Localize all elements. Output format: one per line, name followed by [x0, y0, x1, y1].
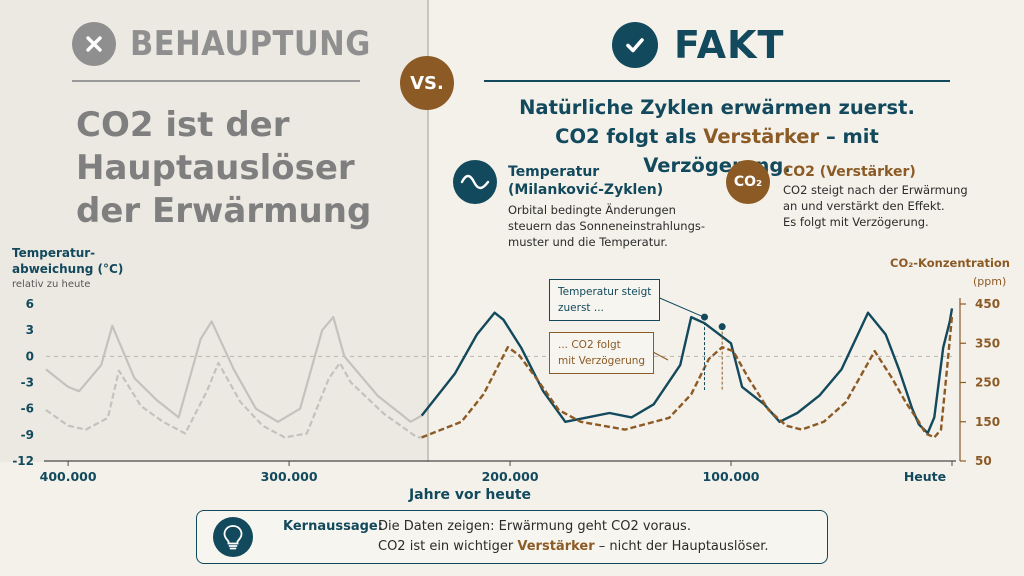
fact-line-2-accent: Verstärker — [703, 125, 820, 148]
key-line-2: CO2 ist ein wichtiger Verstärker – nicht… — [378, 539, 769, 554]
x-tick-label-0: 400.000 — [40, 469, 97, 484]
center-divider — [427, 0, 429, 462]
x-tick-label-3: 100.000 — [703, 469, 760, 484]
co2-desc-line-1: CO2 steigt nach der Erwärmung — [783, 183, 968, 197]
claim-text: CO2 ist der Hauptauslöser der Erwärmung — [76, 105, 372, 231]
fact-line-2-pre: CO2 folgt als — [555, 125, 704, 148]
temperature-desc-line-3: muster und die Temperatur. — [508, 235, 668, 249]
y-right-tick-label-4: 50 — [975, 454, 992, 468]
key-line-2-pre: CO2 ist ein wichtiger — [378, 539, 518, 554]
annotation-temperature-marker — [701, 313, 709, 321]
fact-line-1: Natürliche Zyklen erwärmen zuerst. — [519, 96, 915, 119]
callout-temperature-line-2: zuerst ... — [558, 302, 604, 314]
callout-co2-line-2: mit Verzögerung — [558, 355, 646, 367]
temperature-desc-line-2: steuern das Sonneneinstrahlungs- — [508, 219, 706, 233]
claim-rule — [72, 80, 360, 82]
y-axis-right-title: CO₂-Konzentration — [890, 256, 1010, 270]
callout-co2-line-1: ... CO2 folgt — [558, 339, 621, 351]
x-circle-icon — [72, 22, 116, 66]
annotation-temperature-pointer — [654, 295, 702, 317]
y-right-tick-label-0: 450 — [975, 297, 1000, 311]
series-0-line — [420, 308, 954, 435]
callout-temperature: Temperatur steigt zuerst ... — [549, 279, 661, 321]
temperature-title-line-1: Temperatur — [508, 164, 600, 180]
co2-title: CO2 (Verstärker) — [783, 164, 916, 180]
callout-temperature-line-1: Temperatur steigt — [558, 286, 652, 298]
key-label: Kernaussage: — [283, 519, 383, 534]
co2-desc-line-3: Es folgt mit Verzögerung. — [783, 215, 929, 229]
y-right-tick-label-1: 350 — [975, 336, 1000, 350]
y-axis-left-title-line-2: abweichung (°C) — [12, 262, 124, 276]
check-circle-icon — [612, 22, 658, 68]
vs-badge: VS. — [400, 56, 454, 110]
y-axis-left-title-line-1: Temperatur- — [12, 246, 96, 260]
co2-description: CO2 steigt nach der Erwärmung an und ver… — [783, 182, 968, 230]
temperature-desc-line-1: Orbital bedingte Änderungen — [508, 203, 676, 217]
y-right-tick-label-2: 250 — [975, 376, 1000, 390]
y-axis-right-unit: (ppm) — [973, 275, 1007, 288]
claim-header: BEHAUPTUNG — [72, 22, 398, 66]
lightbulb-icon — [213, 517, 253, 557]
x-tick-label-2: 200.000 — [482, 469, 539, 484]
x-tick-label-1: 300.000 — [261, 469, 318, 484]
fact-rule — [484, 80, 950, 82]
key-line-2-accent: Verstärker — [517, 539, 595, 554]
co2-desc-line-2: an und verstärkt den Effekt. — [783, 199, 945, 213]
temperature-title: Temperatur (Milanković-Zyklen) — [508, 163, 663, 199]
temperature-title-line-2: (Milanković-Zyklen) — [508, 182, 664, 198]
x-tick-label-4: Heute — [904, 469, 946, 484]
claim-label: BEHAUPTUNG — [130, 24, 371, 64]
callout-co2: ... CO2 folgt mit Verzögerung — [549, 332, 655, 374]
series-1-line — [421, 315, 954, 439]
x-axis-title: Jahre vor heute — [408, 487, 532, 503]
fact-statement: Natürliche Zyklen erwärmen zuerst. CO2 f… — [484, 93, 950, 180]
wave-icon — [453, 160, 497, 204]
key-line-2-post: – nicht der Hauptauslöser. — [594, 539, 769, 554]
co2-icon: CO₂ — [726, 160, 770, 204]
y-axis-left-subtitle: relativ zu heute — [12, 279, 91, 290]
key-takeaway-box: Kernaussage: Die Daten zeigen: Erwärmung… — [196, 510, 828, 564]
temperature-description: Orbital bedingte Änderungen steuern das … — [508, 202, 705, 250]
y-right-tick-label-3: 150 — [975, 415, 1000, 429]
fact-header: FAKT — [612, 22, 784, 68]
fact-label: FAKT — [674, 23, 785, 67]
annotation-co2-marker — [718, 323, 726, 331]
y-axis-left-title: Temperatur- abweichung (°C) — [12, 245, 123, 277]
key-line-1: Die Daten zeigen: Erwärmung geht CO2 vor… — [378, 519, 691, 534]
